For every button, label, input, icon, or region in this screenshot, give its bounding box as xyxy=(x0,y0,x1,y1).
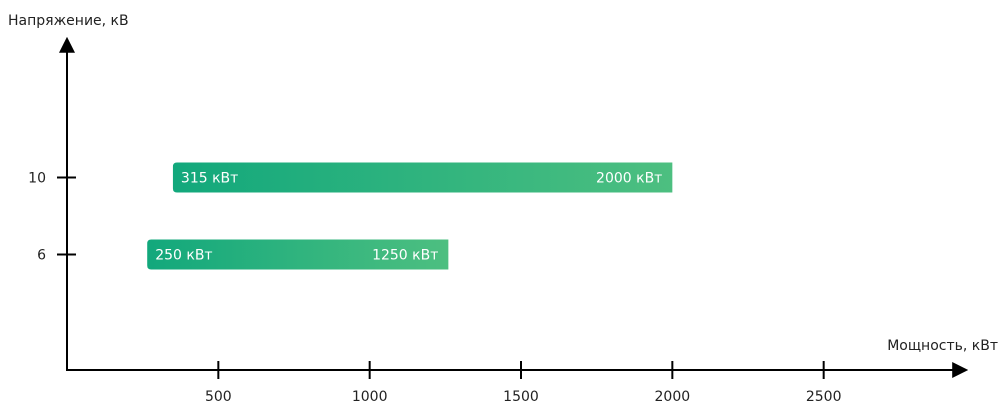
x-tick-label: 2000 xyxy=(655,389,691,405)
bar-start-label: 250 кВт xyxy=(155,248,212,264)
y-ticks: 6 10 xyxy=(28,171,76,264)
y-tick-label: 6 xyxy=(37,248,46,264)
range-bar xyxy=(147,239,449,270)
range-bar xyxy=(172,162,673,193)
x-tick-label: 2500 xyxy=(806,389,842,405)
bar-start-label: 315 кВт xyxy=(181,171,238,187)
y-axis-title: Напряжение, кВ xyxy=(8,13,129,29)
x-axis-title: Мощность, кВт xyxy=(887,338,998,354)
bar-end-label: 2000 кВт xyxy=(596,171,662,187)
y-tick-label: 10 xyxy=(28,171,46,187)
range-bars: 315 кВт 2000 кВт 250 кВт 1250 кВт xyxy=(147,162,673,270)
x-tick-label: 1000 xyxy=(352,389,388,405)
x-tick-label: 1500 xyxy=(503,389,539,405)
bar-end-label: 1250 кВт xyxy=(372,248,438,264)
x-tick-label: 500 xyxy=(205,389,232,405)
x-ticks: 500 1000 1500 2000 2500 xyxy=(205,361,842,405)
